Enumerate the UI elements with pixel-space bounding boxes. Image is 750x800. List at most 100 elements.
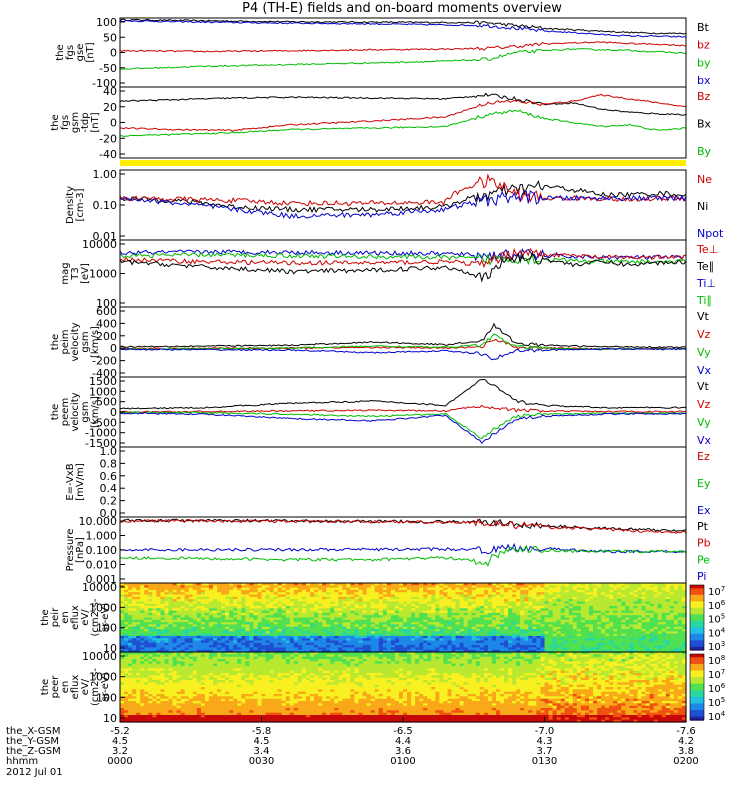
spectrogram-cell [617, 622, 622, 625]
spectrogram-cell [415, 594, 420, 598]
spectrogram-cell [682, 626, 687, 630]
spectrogram-cell [322, 592, 327, 596]
series-line-density-0 [119, 180, 687, 214]
spectrogram-cell [649, 645, 655, 648]
colorbar-segment [690, 635, 704, 638]
spectrogram-cell [140, 696, 145, 700]
spectrogram-cell [245, 589, 250, 593]
spectrogram-cell [601, 589, 606, 593]
spectrogram-cell [366, 635, 372, 639]
spectrogram-cell [148, 668, 153, 672]
spectrogram-cell [593, 631, 598, 635]
spectrogram-cell [673, 635, 679, 639]
spectrogram-cell [589, 603, 594, 607]
spectrogram-cell [249, 645, 254, 648]
spectrogram-cell [152, 698, 157, 702]
spectrogram-cell [645, 647, 651, 651]
spectrogram-cell [653, 640, 659, 644]
spectrogram-cell [140, 585, 145, 589]
spectrogram-cell [326, 619, 331, 623]
spectrogram-cell [208, 635, 214, 639]
colorbar-segment [690, 628, 704, 632]
spectrogram-cell [289, 617, 295, 621]
spectrogram-cell [281, 635, 287, 639]
spectrogram-cell [411, 599, 416, 602]
spectrogram-cell [378, 626, 384, 630]
spectrogram-cell [160, 661, 165, 665]
spectrogram-cell [665, 594, 671, 598]
spectrogram-cell [168, 719, 174, 723]
spectrogram-cell [124, 608, 129, 612]
spectrogram-cell [459, 601, 465, 605]
spectrogram-cell [269, 596, 275, 600]
spectrogram-cell [496, 585, 501, 589]
spectrogram-cell [306, 629, 311, 632]
spectrogram-cell [419, 626, 424, 630]
spectrogram-cell [605, 635, 610, 639]
spectrogram-cell [338, 583, 343, 586]
spectrogram-cell [245, 585, 250, 589]
spectrogram-cell [273, 645, 279, 648]
spectrogram-cell [273, 617, 279, 621]
spectrogram-cell [455, 640, 461, 644]
spectrogram-cell [500, 615, 505, 619]
y-tick-label: 0 [110, 342, 117, 355]
spectrogram-cell [342, 633, 347, 637]
spectrogram-cell [500, 594, 505, 598]
spectrogram-cell [184, 680, 190, 683]
spectrogram-cell [180, 663, 186, 667]
spectrogram-cell [144, 687, 149, 690]
colorbar-segment [690, 646, 704, 649]
spectrogram-cell [540, 642, 546, 646]
spectrogram-cell [176, 631, 182, 635]
spectrogram-cell [504, 619, 509, 623]
y-tick-label: 1.00 [93, 168, 118, 181]
spectrogram-cell [269, 640, 275, 644]
spectrogram-cell [346, 596, 351, 600]
spectrogram-cell [330, 583, 335, 586]
spectrogram-cell [188, 694, 194, 697]
spectrogram-cell [346, 624, 351, 628]
spectrogram-cell [208, 587, 214, 591]
spectrogram-cell [188, 612, 194, 616]
spectrogram-cell [265, 592, 271, 596]
spectrogram-cell [358, 649, 364, 653]
spectrogram-cell [378, 606, 384, 609]
spectrogram-cell [297, 599, 303, 602]
spectrogram-cell [475, 645, 481, 648]
spectrogram-cell [160, 585, 165, 589]
spectrogram-cell [152, 691, 157, 695]
spectrogram-cell [148, 656, 153, 660]
spectrogram-cell [637, 624, 643, 628]
spectrogram-cell [390, 622, 396, 625]
spectrogram-cell [564, 631, 570, 635]
spectrogram-cell [322, 619, 327, 623]
spectrogram-cell [204, 615, 210, 619]
spectrogram-cell [249, 596, 254, 600]
spectrogram-cell [467, 617, 473, 621]
spectrogram-cell [512, 649, 517, 653]
spectrogram-cell [378, 594, 384, 598]
spectrogram-cell [314, 594, 319, 598]
spectrogram-cell [411, 583, 416, 586]
colorbar-segment [690, 586, 704, 589]
spectrogram-cell [136, 677, 141, 681]
spectrogram-cell [504, 585, 509, 589]
spectrogram-cell [625, 622, 630, 625]
spectrogram-cell [318, 631, 323, 635]
spectrogram-cell [176, 612, 182, 616]
spectrogram-cell [354, 585, 360, 589]
spectrogram-cell [314, 633, 319, 637]
spectrogram-cell [390, 603, 396, 607]
spectrogram-cell [330, 645, 335, 648]
spectrogram-cell [217, 619, 222, 623]
spectrogram-cell [427, 622, 432, 625]
spectrogram-cell [370, 645, 376, 648]
spectrogram-cell [306, 645, 311, 648]
spectrogram-cell [285, 642, 291, 646]
spectrogram-cell [540, 615, 546, 619]
spectrogram-cell [120, 587, 125, 591]
spectrogram-cell [261, 635, 267, 639]
